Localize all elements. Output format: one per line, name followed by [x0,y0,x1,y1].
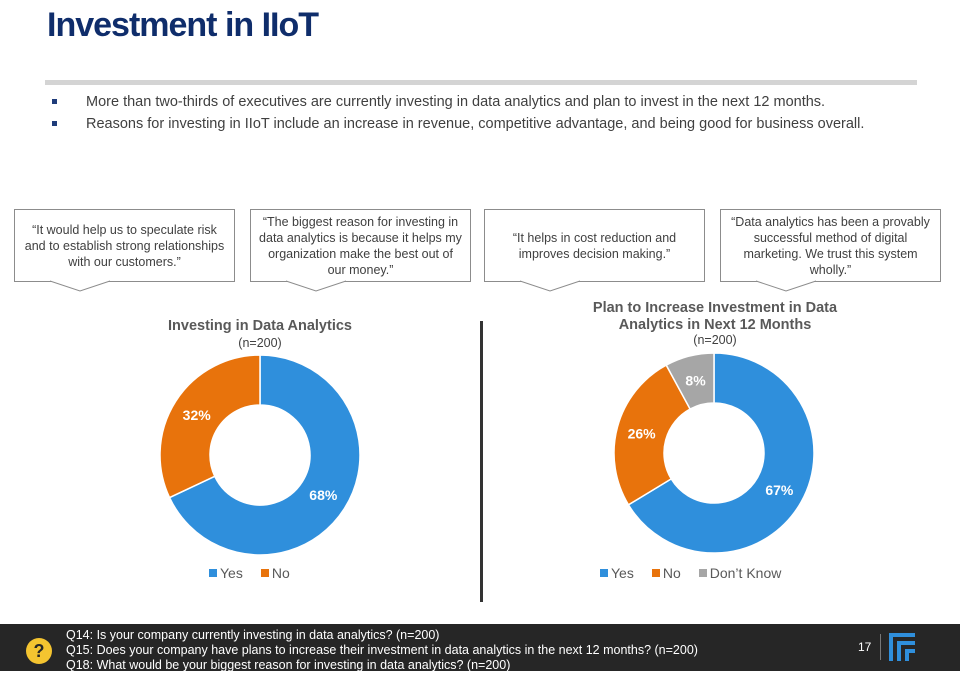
donut-slice-no [159,354,261,499]
footer-bar: ? Q14: Is your company currently investi… [0,624,960,673]
bullet-list: More than two-thirds of executives are c… [50,92,910,136]
bullet-item: More than two-thirds of executives are c… [50,92,910,112]
footer-separator [880,634,881,660]
legend-swatch-no [260,569,269,577]
chart-divider [480,321,483,602]
page-number: 17 [858,640,872,654]
footer-question: Q18: What would be your biggest reason f… [66,658,511,672]
donut-chart-1: 68% 32% [159,354,361,556]
legend-item-no: No [260,565,290,581]
legend-swatch-yes [209,569,217,577]
bullet-icon [52,99,57,104]
footer-question: Q14: Is your company currently investing… [66,628,440,642]
footer-questions: Q14: Is your company currently investing… [66,628,698,673]
donut-slice-yes [168,354,361,556]
chart-1-title: Investing in Data Analytics [168,318,352,334]
data-label: 67% [765,482,794,498]
quote-callout-3: “It helps in cost reduction and improves… [484,209,705,282]
data-label: 8% [685,372,706,388]
chart-1-legend: Yes No [209,565,290,581]
donut-slice-no [613,364,692,506]
footer-question: Q15: Does your company have plans to inc… [66,643,698,657]
chart-2-title: Plan to Increase Investment in Data Anal… [592,300,838,333]
legend-item-yes: Yes [209,565,243,581]
brand-logo-icon [889,633,915,661]
chart-1-subtitle: (n=200) [238,336,282,350]
quote-callout-4: “Data analytics has been a provably succ… [720,209,941,282]
quote-callout-1: “It would help us to speculate risk and … [14,209,235,282]
data-label: 26% [628,425,657,441]
legend-item-no: No [651,565,681,581]
data-label: 68% [309,487,338,503]
chart-2-legend: Yes No Don’t Know [600,565,781,581]
donut-chart-2: 67% 26% 8% [613,352,815,554]
page-title: Investment in IIoT [47,6,319,44]
callout-tails [49,280,817,292]
donut-slice-yes [627,352,815,554]
bullet-item: Reasons for investing in IIoT include an… [50,114,910,134]
title-divider [45,80,917,85]
legend-item-yes: Yes [600,565,634,581]
donut-slice-don-t-know [665,352,715,411]
chart-2-subtitle: (n=200) [693,333,737,347]
data-label: 32% [183,407,212,423]
quote-callout-2: “The biggest reason for investing in dat… [250,209,471,282]
legend-swatch-dont-know [698,569,707,577]
question-mark-icon: ? [26,638,52,664]
legend-swatch-yes [600,569,608,577]
legend-item-dont-know: Don’t Know [698,565,781,581]
bullet-icon [52,121,57,126]
legend-swatch-no [651,569,660,577]
